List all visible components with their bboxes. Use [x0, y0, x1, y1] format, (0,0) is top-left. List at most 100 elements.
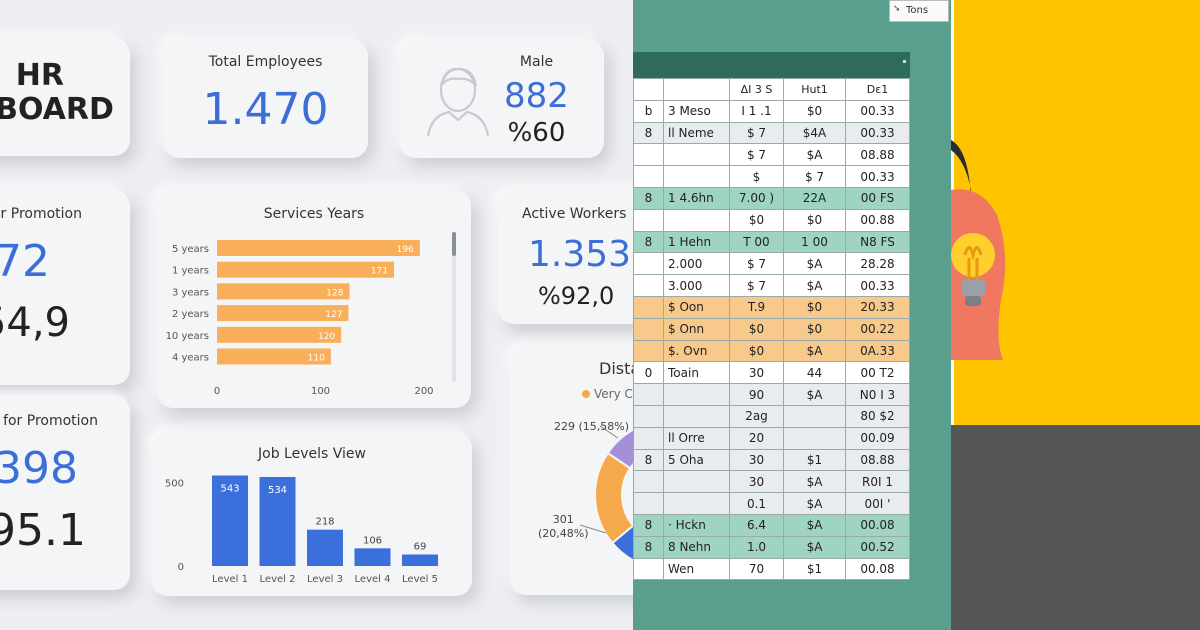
promotion-card[interactable]: or Promotion 72 54,9 [0, 190, 130, 385]
table-cell[interactable] [633, 274, 664, 297]
total-employees-card[interactable]: Total Employees 1.470 [163, 40, 368, 158]
table-cell[interactable]: 00.33 [845, 99, 910, 123]
table-cell[interactable]: 00.22 [845, 317, 910, 341]
table-cell[interactable]: 20 [729, 426, 784, 450]
active-workers-card[interactable]: Active Workers 1.353 %92,0 [498, 190, 633, 324]
table-cell[interactable]: $0 [729, 208, 784, 232]
table-cell[interactable]: 08.88 [845, 143, 910, 167]
table-cell[interactable]: 22A [783, 186, 846, 210]
table-cell[interactable] [663, 404, 730, 428]
table-cell[interactable]: 5 Oha [663, 448, 730, 472]
table-cell[interactable] [633, 492, 664, 515]
table-cell[interactable]: $A [783, 143, 846, 167]
table-cell[interactable]: 00.33 [845, 274, 910, 297]
table-cell[interactable]: Toain [663, 361, 730, 385]
table-cell[interactable]: 3 Meso [663, 99, 730, 123]
male-card[interactable]: Male 882 %60 [399, 40, 604, 158]
table-cell[interactable]: 1.0 [729, 535, 784, 559]
table-cell[interactable] [633, 383, 664, 406]
table-cell[interactable] [633, 208, 664, 232]
job-level-bar[interactable] [259, 477, 296, 566]
table-cell[interactable]: 2.000 [663, 252, 730, 276]
scrollbar-track[interactable] [452, 232, 456, 382]
table-cell[interactable]: 00.52 [845, 535, 910, 559]
job-level-bar[interactable] [354, 548, 391, 566]
table-cell[interactable]: 00.09 [845, 426, 910, 450]
table-cell[interactable]: 6.4 [729, 513, 784, 537]
services-bar[interactable] [217, 326, 342, 343]
table-cell[interactable]: 0 [633, 361, 664, 385]
table-cell[interactable]: $A [783, 252, 846, 276]
table-row[interactable]: $ Oon T.9 $0 20.33 [633, 295, 910, 319]
table-cell[interactable]: b [633, 99, 664, 123]
table-cell[interactable]: $4A [783, 121, 846, 145]
sheet-topbar[interactable]: ➘ Tons [889, 0, 949, 22]
table-cell[interactable]: 1 Hehn [663, 230, 730, 254]
job-level-bar[interactable] [307, 529, 343, 566]
table-row[interactable]: $ Onn $0 $0 00.22 [633, 317, 910, 341]
table-cell[interactable] [633, 557, 664, 581]
table-cell[interactable]: 70 [729, 557, 784, 581]
table-cell[interactable]: 8 Nehn [663, 535, 730, 559]
table-cell[interactable]: ll Orre [663, 426, 730, 450]
table-row[interactable]: 3.000 $ 7 $A 00.33 [633, 274, 910, 297]
table-header-cell[interactable]: Dε1 [845, 78, 910, 101]
table-cell[interactable] [633, 317, 664, 341]
table-cell[interactable]: $A [783, 513, 846, 537]
table-row[interactable]: 2ag 80 $2 [633, 404, 910, 428]
table-cell[interactable] [633, 165, 664, 188]
table-cell[interactable]: $ 7 [783, 165, 846, 188]
table-cell[interactable] [783, 404, 846, 428]
table-cell[interactable]: $ Oon [663, 295, 730, 319]
table-cell[interactable]: 8 [633, 186, 664, 210]
table-cell[interactable]: 8 [633, 121, 664, 145]
services-bar[interactable] [217, 305, 349, 322]
table-header-cell[interactable]: ΔI 3 S [729, 78, 784, 101]
table-cell[interactable] [633, 339, 664, 363]
table-cell[interactable]: 2ag [729, 404, 784, 428]
table-cell[interactable]: Wen [663, 557, 730, 581]
table-cell[interactable]: $ 7 [729, 274, 784, 297]
table-cell[interactable] [633, 252, 664, 276]
table-row[interactable]: 0.1 $A 00I ' [633, 492, 910, 515]
scrollbar-thumb[interactable] [452, 232, 456, 256]
table-cell[interactable] [663, 165, 730, 188]
table-cell[interactable]: $ [729, 165, 784, 188]
table-row[interactable]: 2.000 $ 7 $A 28.28 [633, 252, 910, 276]
table-cell[interactable] [663, 470, 730, 494]
table-cell[interactable]: 00I ' [845, 492, 910, 515]
table-cell[interactable]: 0.1 [729, 492, 784, 515]
table-cell[interactable]: 3.000 [663, 274, 730, 297]
table-cell[interactable]: T 00 [729, 230, 784, 254]
table-header-cell[interactable] [663, 78, 730, 101]
table-header-cell[interactable]: Hut1 [783, 78, 846, 101]
job-level-bar[interactable] [212, 475, 248, 567]
table-cell[interactable]: 8 [633, 513, 664, 537]
table-cell[interactable]: $0 [783, 295, 846, 319]
table-cell[interactable]: $1 [783, 448, 846, 472]
job-levels-card[interactable]: Job Levels View 0 500 543 Level 1 534 Level 2… [152, 432, 472, 596]
table-cell[interactable]: 00.88 [845, 208, 910, 232]
table-cell[interactable]: $ 7 [729, 252, 784, 276]
table-cell[interactable] [663, 383, 730, 406]
services-bar[interactable] [217, 283, 350, 300]
not-promotion-card[interactable]: for Promotion 398 95.1 [0, 395, 130, 590]
table-cell[interactable] [783, 426, 846, 450]
table-row[interactable]: $. Ovn $0 $A 0A.33 [633, 339, 910, 363]
table-cell[interactable]: 00.08 [845, 557, 910, 581]
table-cell[interactable]: $0 [783, 317, 846, 341]
table-row[interactable]: 8 · Hckn 6.4 $A 00.08 [633, 513, 910, 537]
table-cell[interactable] [663, 208, 730, 232]
table-cell[interactable]: $A [783, 339, 846, 363]
table-cell[interactable]: $A [783, 492, 846, 515]
table-cell[interactable] [633, 295, 664, 319]
table-cell[interactable]: 0A.33 [845, 339, 910, 363]
table-row[interactable]: $ $ 7 00.33 [633, 165, 910, 188]
table-cell[interactable]: $A [783, 470, 846, 494]
table-row[interactable]: $0 $0 00.88 [633, 208, 910, 232]
table-cell[interactable]: N8 FS [845, 230, 910, 254]
table-cell[interactable]: 1 4.6hn [663, 186, 730, 210]
table-cell[interactable] [663, 492, 730, 515]
